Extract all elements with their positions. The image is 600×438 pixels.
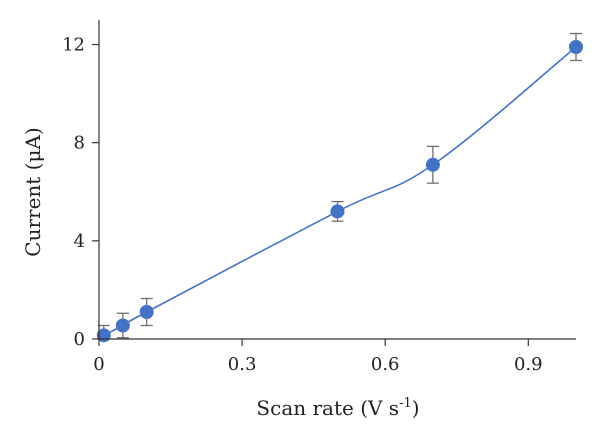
x-axis-title: Scan rate (V s-1) bbox=[256, 396, 419, 420]
data-point bbox=[569, 39, 583, 54]
data-points bbox=[96, 39, 583, 343]
data-point bbox=[115, 318, 130, 333]
data-point bbox=[425, 157, 440, 172]
data-point bbox=[139, 305, 154, 320]
y-tick-label: 0 bbox=[74, 329, 85, 350]
y-tick-label: 8 bbox=[74, 133, 85, 154]
x-tick-label: 0.9 bbox=[514, 354, 543, 375]
series-line bbox=[103, 46, 577, 337]
x-tick-label: 0.3 bbox=[228, 354, 257, 375]
y-axis-title: Current (μA) bbox=[21, 127, 45, 256]
x-tick-label: 0.6 bbox=[371, 354, 400, 375]
error-bars bbox=[97, 32, 582, 340]
x-axis-ticks: 0 0.3 0.6 0.9 bbox=[93, 339, 543, 375]
x-tick-label: 0 bbox=[93, 354, 104, 375]
data-point bbox=[330, 204, 345, 219]
y-tick-label: 4 bbox=[74, 231, 85, 252]
y-tick-label: 12 bbox=[62, 35, 85, 56]
y-axis-ticks: 0 4 8 12 bbox=[62, 35, 99, 350]
